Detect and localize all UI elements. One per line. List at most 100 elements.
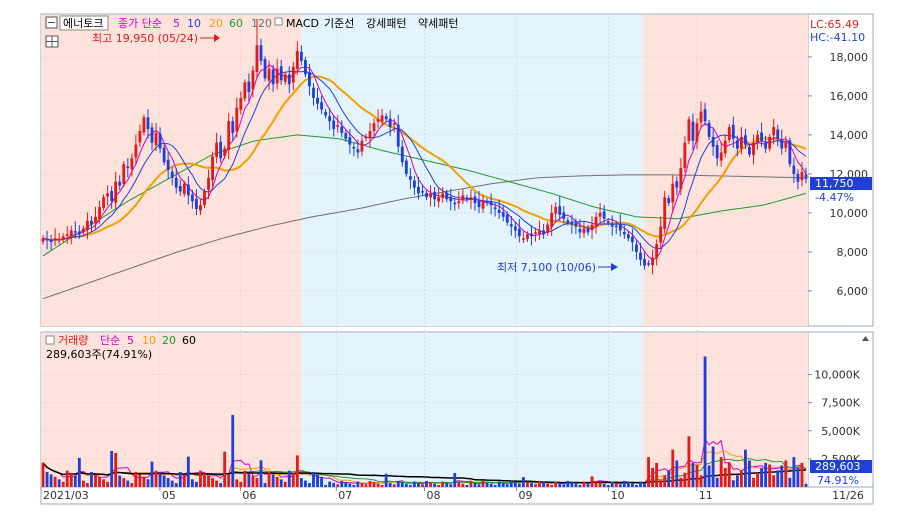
candle-body bbox=[735, 140, 739, 149]
candle-body bbox=[590, 224, 594, 231]
candle-body bbox=[211, 156, 214, 181]
candle-body bbox=[182, 183, 186, 194]
price-tick-label: 16,000 bbox=[830, 90, 869, 103]
volume-bar bbox=[324, 484, 328, 487]
volume-bar bbox=[364, 484, 368, 487]
hc-label: HC:-41.10 bbox=[810, 31, 865, 44]
price-tick-label: 6,000 bbox=[837, 285, 869, 298]
candle-body bbox=[332, 120, 336, 130]
candle-body bbox=[509, 224, 513, 227]
candle-body bbox=[94, 216, 97, 224]
candle-body bbox=[417, 186, 420, 194]
volume-bar bbox=[368, 480, 372, 487]
volume-bar bbox=[190, 479, 194, 487]
indicator-baseline: 기준선 bbox=[324, 17, 354, 30]
candle-body bbox=[65, 234, 69, 236]
candle-body bbox=[513, 226, 517, 231]
volume-bar bbox=[195, 481, 198, 487]
volume-bar bbox=[780, 465, 784, 487]
date-tick-label: 11/26 bbox=[832, 489, 864, 502]
candle-body bbox=[227, 121, 231, 151]
volume-bar bbox=[130, 483, 134, 487]
volume-bar bbox=[651, 467, 654, 487]
candle-body bbox=[243, 82, 247, 99]
candle-body bbox=[586, 227, 590, 233]
volume-bar bbox=[138, 474, 142, 487]
ma10-line bbox=[42, 70, 807, 250]
candle-body bbox=[715, 145, 719, 159]
ma60-line bbox=[42, 134, 807, 257]
volume-bar bbox=[388, 482, 392, 487]
candle-body bbox=[671, 183, 675, 203]
volume-bar bbox=[320, 476, 323, 487]
candle-body bbox=[598, 212, 602, 217]
candle-body bbox=[219, 141, 223, 159]
volume-bar bbox=[279, 479, 283, 487]
volume-bar bbox=[186, 456, 190, 487]
volume-bar bbox=[396, 480, 400, 487]
candle-body bbox=[316, 97, 319, 104]
volume-bar bbox=[94, 474, 97, 487]
volume-bar bbox=[760, 467, 763, 487]
volume-bar bbox=[235, 479, 239, 487]
volume-bar bbox=[380, 484, 384, 487]
candle-body bbox=[441, 193, 445, 199]
date-tick-label: 06 bbox=[242, 489, 256, 502]
volume-bar bbox=[215, 480, 219, 487]
volume-bar bbox=[429, 482, 432, 487]
volume-ma-60: 60 bbox=[182, 334, 196, 347]
volume-bar bbox=[570, 482, 574, 487]
candle-body bbox=[804, 174, 808, 179]
volume-bar bbox=[663, 475, 667, 487]
candle-body bbox=[550, 212, 554, 227]
candle-body bbox=[727, 127, 731, 140]
volume-bar bbox=[731, 480, 735, 487]
candle-body bbox=[235, 107, 239, 132]
volume-bar bbox=[485, 482, 489, 487]
volume-bar bbox=[146, 479, 150, 487]
volume-bar bbox=[586, 482, 590, 487]
volume-bar bbox=[699, 475, 703, 487]
date-tick-label: 09 bbox=[519, 489, 533, 502]
pattern-region-volume-bear bbox=[301, 333, 644, 487]
candle-body bbox=[324, 111, 328, 116]
volume-bar bbox=[756, 472, 759, 487]
volume-bar bbox=[562, 484, 566, 487]
candle-body bbox=[501, 212, 505, 217]
volume-bar bbox=[199, 470, 202, 487]
candle-body bbox=[73, 231, 77, 233]
volume-bar bbox=[671, 449, 675, 487]
volume-bar bbox=[86, 483, 89, 487]
volume-bar bbox=[618, 484, 622, 487]
price-tick-label: 10,000 bbox=[830, 207, 869, 220]
volume-bar bbox=[582, 481, 586, 487]
stock-name-box[interactable] bbox=[59, 15, 109, 31]
volume-tick-label: 5,000K bbox=[821, 425, 860, 438]
price-badge bbox=[810, 177, 872, 190]
candle-body bbox=[582, 228, 586, 234]
candle-body bbox=[683, 142, 687, 169]
volume-bar bbox=[497, 481, 501, 487]
volume-bar bbox=[788, 477, 792, 487]
candle-body bbox=[578, 228, 582, 233]
volume-bar bbox=[356, 481, 360, 487]
candle-body bbox=[239, 97, 243, 110]
candle-body bbox=[380, 115, 384, 122]
volume-bar bbox=[158, 473, 162, 487]
volume-bar bbox=[61, 481, 65, 487]
volume-bar bbox=[501, 482, 505, 487]
volume-bar bbox=[667, 470, 671, 487]
candle-body bbox=[534, 232, 537, 234]
volume-bar bbox=[304, 480, 307, 487]
candle-body bbox=[659, 226, 663, 243]
volume-bar bbox=[90, 471, 93, 487]
candle-body bbox=[562, 212, 566, 219]
candle-body bbox=[703, 109, 707, 122]
volume-bar bbox=[106, 481, 110, 487]
volume-bar bbox=[49, 474, 53, 487]
candle-body bbox=[320, 102, 323, 110]
volume-bar bbox=[178, 471, 182, 487]
candle-body bbox=[195, 198, 198, 209]
